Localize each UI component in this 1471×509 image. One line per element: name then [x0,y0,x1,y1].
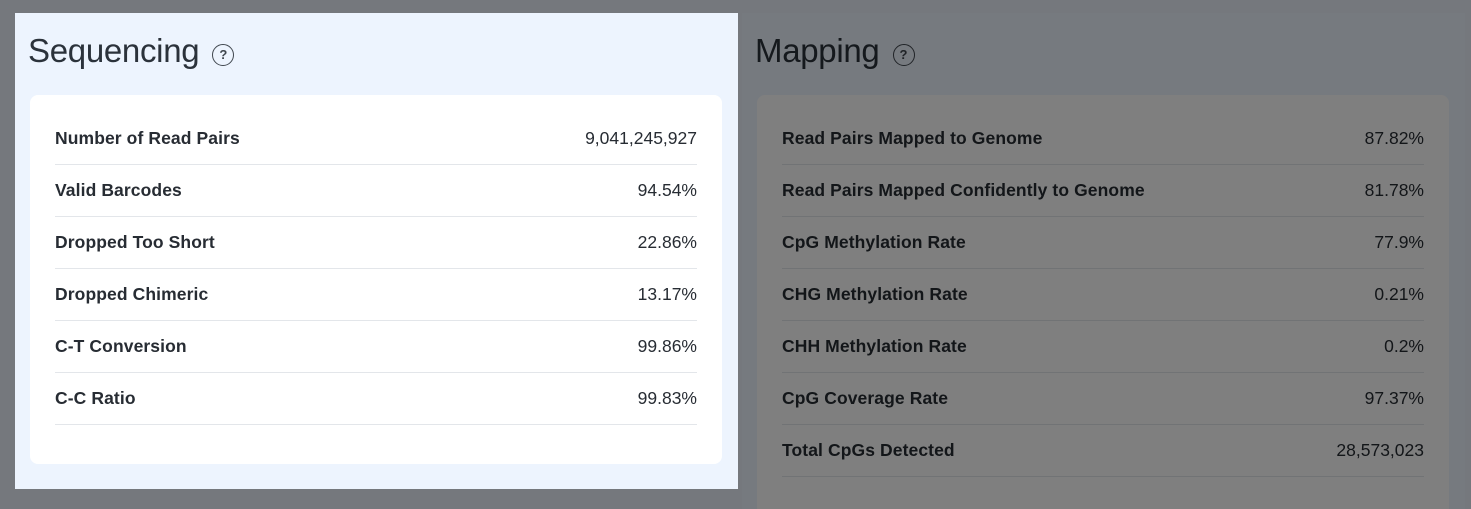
sequencing-panel-header: Sequencing ? [15,13,738,75]
metric-value: 22.86% [637,232,697,252]
metric-row: Valid Barcodes 94.54% [55,165,697,217]
metric-label: Dropped Chimeric [55,284,209,304]
metric-value: 99.83% [637,388,697,408]
sequencing-panel-title: Sequencing [28,31,200,69]
metric-row: Number of Read Pairs 9,041,245,927 [55,113,697,165]
metric-value: 13.17% [637,284,697,304]
metric-value: 94.54% [637,180,697,200]
metric-label: C-C Ratio [55,388,136,408]
metric-label: Number of Read Pairs [55,128,240,148]
metric-row: Dropped Chimeric 13.17% [55,269,697,321]
metric-label: Dropped Too Short [55,232,215,252]
sequencing-metrics-card: Number of Read Pairs 9,041,245,927 Valid… [30,95,722,464]
metric-value: 99.86% [637,336,697,356]
metric-label: C-T Conversion [55,336,187,356]
metric-row: C-T Conversion 99.86% [55,321,697,373]
metric-row: Dropped Too Short 22.86% [55,217,697,269]
help-icon[interactable]: ? [212,43,235,66]
metric-row: C-C Ratio 99.83% [55,373,697,425]
metric-label: Valid Barcodes [55,180,182,200]
metric-value: 9,041,245,927 [585,128,697,148]
sequencing-panel: Sequencing ? Number of Read Pairs 9,041,… [15,13,738,489]
